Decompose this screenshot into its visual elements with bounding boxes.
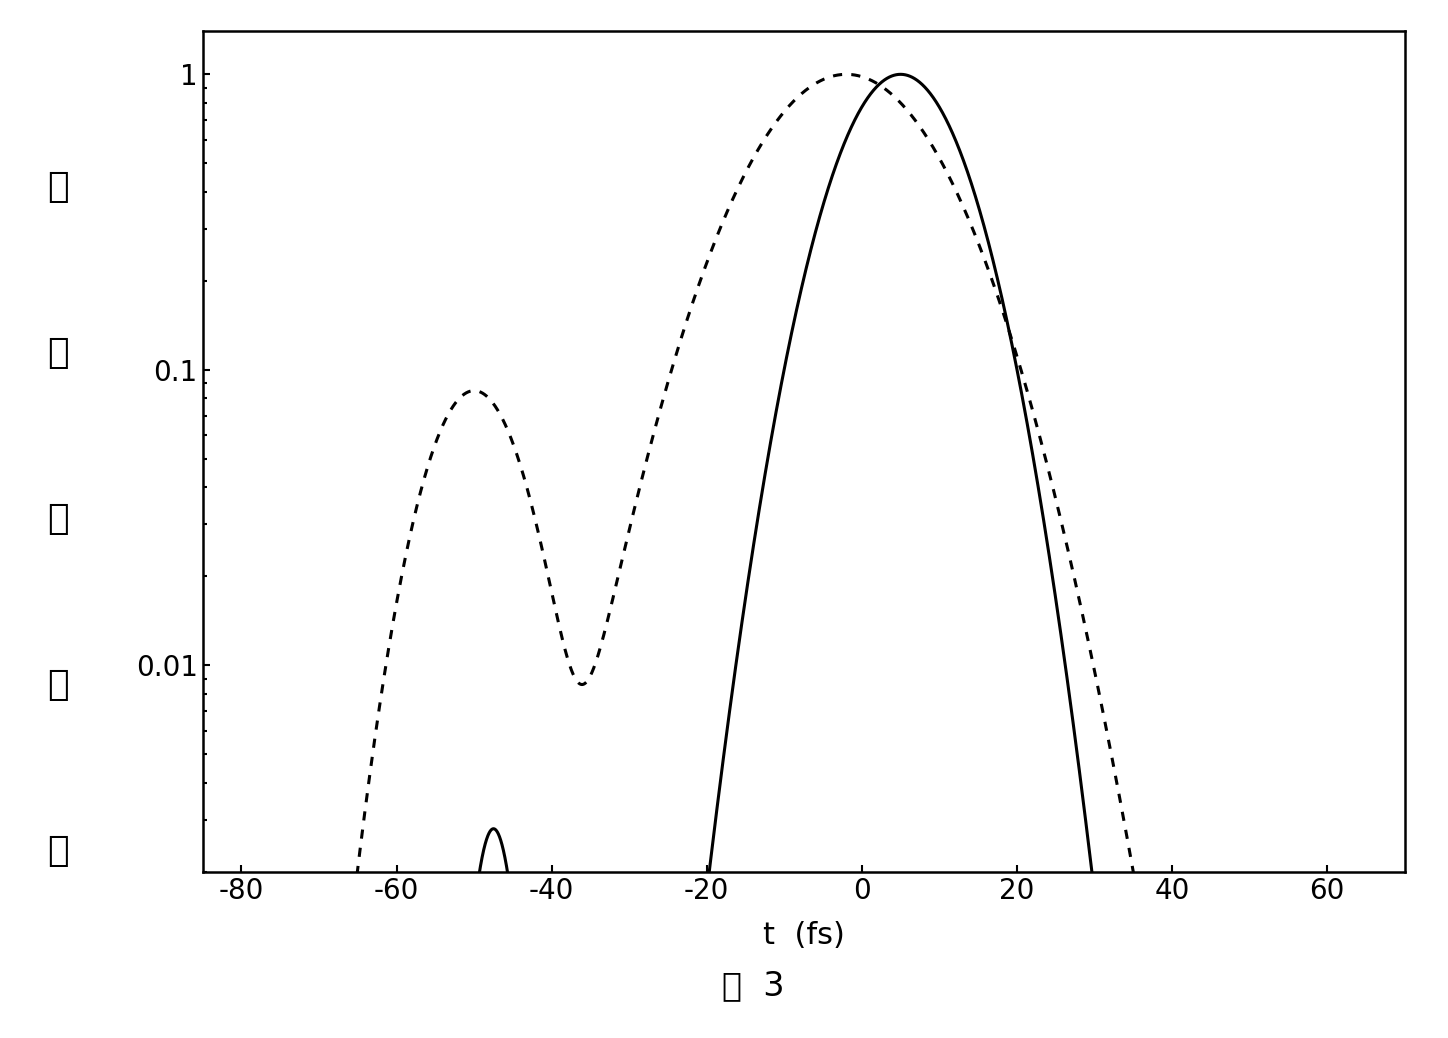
Text: 强: 强 <box>48 668 68 702</box>
Text: 化: 化 <box>48 502 68 536</box>
X-axis label: t  (fs): t (fs) <box>763 922 844 951</box>
Text: 归: 归 <box>48 170 68 203</box>
Text: 图  3: 图 3 <box>721 969 785 1003</box>
Text: 度: 度 <box>48 835 68 868</box>
Text: 一: 一 <box>48 336 68 370</box>
